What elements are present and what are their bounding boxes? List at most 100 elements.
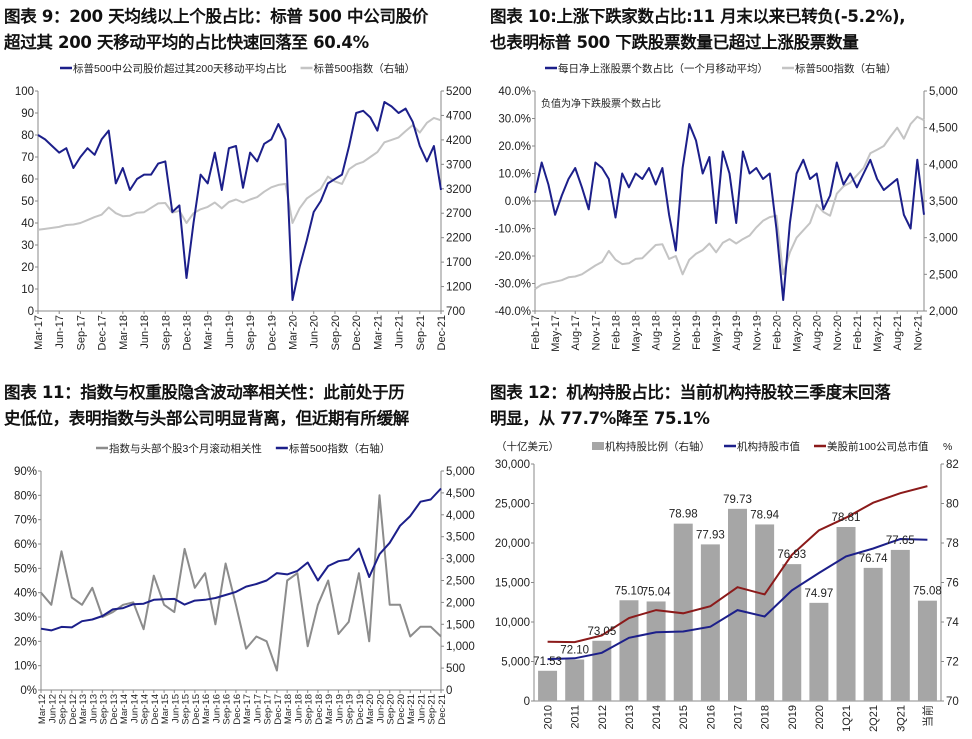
x-tick-label: Dec-21 xyxy=(437,694,448,725)
x-tick-label: Aug-21 xyxy=(892,315,904,350)
x-tick-label: Mar-20 xyxy=(288,315,300,350)
y2-tick-label: 4,000 xyxy=(929,159,958,171)
y-tick-label: 10% xyxy=(14,661,37,673)
bar xyxy=(836,527,856,701)
series-line-2 xyxy=(37,116,442,231)
y-tick-label: 15,000 xyxy=(495,578,530,590)
bar-data-label: 78.94 xyxy=(750,509,779,521)
y-tick-label: 50 xyxy=(21,196,34,208)
x-tick-label: 2016 xyxy=(705,705,717,729)
x-tick-label: Sep-19 xyxy=(245,315,257,350)
x-tick-label: Sep-15 xyxy=(181,694,192,725)
y2-tick-label: 3,000 xyxy=(929,233,958,245)
x-tick-label: May-19 xyxy=(711,315,723,352)
y-tick-label: 80 xyxy=(21,130,34,142)
x-tick-label: Feb-20 xyxy=(771,315,783,350)
x-tick-label: Sep-14 xyxy=(140,694,151,725)
chart-annotation: 负值为净下跌股票个数占比 xyxy=(541,97,661,110)
x-tick-label: Dec-13 xyxy=(109,694,120,725)
y2-tick-label: 3,000 xyxy=(446,554,475,566)
legend-label: 标普500指数（右轴） xyxy=(289,442,391,455)
series-line-2 xyxy=(534,115,925,290)
x-tick-label: Jun-18 xyxy=(293,694,304,723)
bar-data-label: 75.08 xyxy=(913,586,942,598)
x-tick-label: 2020 xyxy=(814,705,826,729)
x-tick-label: Mar-20 xyxy=(365,694,376,724)
bar xyxy=(809,602,829,701)
x-tick-label: 2011 xyxy=(570,705,582,729)
series-line-1 xyxy=(37,101,442,301)
y2-tick-label: 78 xyxy=(946,538,959,550)
x-tick-label: Dec-15 xyxy=(191,694,202,725)
x-tick-label: Aug-17 xyxy=(570,315,582,350)
y2-tick-label: 2200 xyxy=(446,233,472,245)
y-tick-label: 70 xyxy=(21,152,34,164)
y-axis-label: （十亿美元） xyxy=(496,440,559,453)
x-tick-label: 2Q21 xyxy=(868,705,880,732)
y-tick-label: 90% xyxy=(14,466,37,478)
x-tick-label: Jun-21 xyxy=(416,694,427,723)
bar xyxy=(755,524,775,701)
series-line-2 xyxy=(40,487,442,632)
x-tick-label: Jun-12 xyxy=(47,694,58,723)
bar xyxy=(619,600,639,701)
y2-tick-label: 500 xyxy=(446,663,465,675)
y2-tick-label: 1,000 xyxy=(446,641,475,653)
y2-tick-label: 5200 xyxy=(446,86,472,98)
chart3-title: 图表 11：指数与权重股隐含波动率相关性：此前处于历 史低位，表明指数与头部公司明… xyxy=(4,383,410,428)
bar-data-label: 78.81 xyxy=(832,512,861,524)
x-tick-label: Dec-14 xyxy=(150,694,161,725)
y-tick-label: 0% xyxy=(20,685,37,697)
x-tick-label: Dec-19 xyxy=(266,315,278,350)
y-tick-label: 50% xyxy=(14,563,37,575)
y2-tick-label: 4,000 xyxy=(446,510,475,522)
series-line-1 xyxy=(534,123,925,301)
y2-tick-label: 4700 xyxy=(446,110,472,122)
bar xyxy=(592,640,612,701)
x-tick-label: Jun-15 xyxy=(170,694,181,723)
bar xyxy=(890,549,910,701)
x-tick-label: Dec-17 xyxy=(273,694,284,725)
y-tick-label: 70% xyxy=(14,515,37,527)
y2-tick-label: 74 xyxy=(946,617,959,629)
x-tick-label: Jun-17 xyxy=(54,315,66,349)
x-tick-label: 2018 xyxy=(760,705,772,729)
x-tick-label: Jun-20 xyxy=(375,694,386,723)
y2-tick-label: 2,000 xyxy=(929,306,958,318)
y-tick-label: 40% xyxy=(14,588,37,600)
x-tick-label: Sep-21 xyxy=(415,315,427,350)
y-tick-label: -10.0% xyxy=(495,224,531,236)
y-tick-label: 90 xyxy=(21,108,34,120)
x-tick-label: 2010 xyxy=(543,705,555,729)
x-tick-label: 2012 xyxy=(597,705,609,729)
y-tick-label: 10,000 xyxy=(495,617,530,629)
x-tick-label: Sep-19 xyxy=(345,694,356,725)
x-tick-label: Sep-18 xyxy=(160,315,172,350)
x-tick-label: Aug-20 xyxy=(812,315,824,350)
x-tick-label: Sep-16 xyxy=(222,694,233,725)
bar-data-label: 76.93 xyxy=(777,549,806,561)
y-tick-label: 30% xyxy=(14,612,37,624)
x-tick-label: Feb-17 xyxy=(530,315,542,350)
bar xyxy=(646,601,666,701)
y2-tick-label: 4200 xyxy=(446,135,472,147)
y-tick-label: -20.0% xyxy=(495,251,531,263)
x-tick-label: Mar-16 xyxy=(201,694,212,724)
x-tick-label: Mar-21 xyxy=(406,694,417,724)
y2-tick-label: 5,000 xyxy=(929,86,958,98)
y-tick-label: 40.0% xyxy=(498,86,531,98)
y2-tick-label: 4,500 xyxy=(446,488,475,500)
legend-label: 指数与头部个股3个月滚动相关性 xyxy=(109,442,262,455)
x-tick-label: Dec-19 xyxy=(355,694,366,725)
y-tick-label: 20.0% xyxy=(498,141,531,153)
bar-data-label: 77.65 xyxy=(886,535,915,547)
x-tick-label: Jun-19 xyxy=(224,315,236,349)
y2-tick-label: 1200 xyxy=(446,282,472,294)
chart2-title: 图表 10:上涨下跌家数占比:11 月末以来已转负(-5.2%), 也表明标普 5… xyxy=(490,7,906,52)
x-tick-label: Jun-13 xyxy=(88,694,99,723)
y-tick-label: 60 xyxy=(21,174,34,186)
y-tick-label: 25,000 xyxy=(495,499,530,511)
x-tick-label: Sep-20 xyxy=(386,694,397,725)
y2-tick-label: 1,500 xyxy=(446,619,475,631)
y2-tick-label: 72 xyxy=(946,657,959,669)
